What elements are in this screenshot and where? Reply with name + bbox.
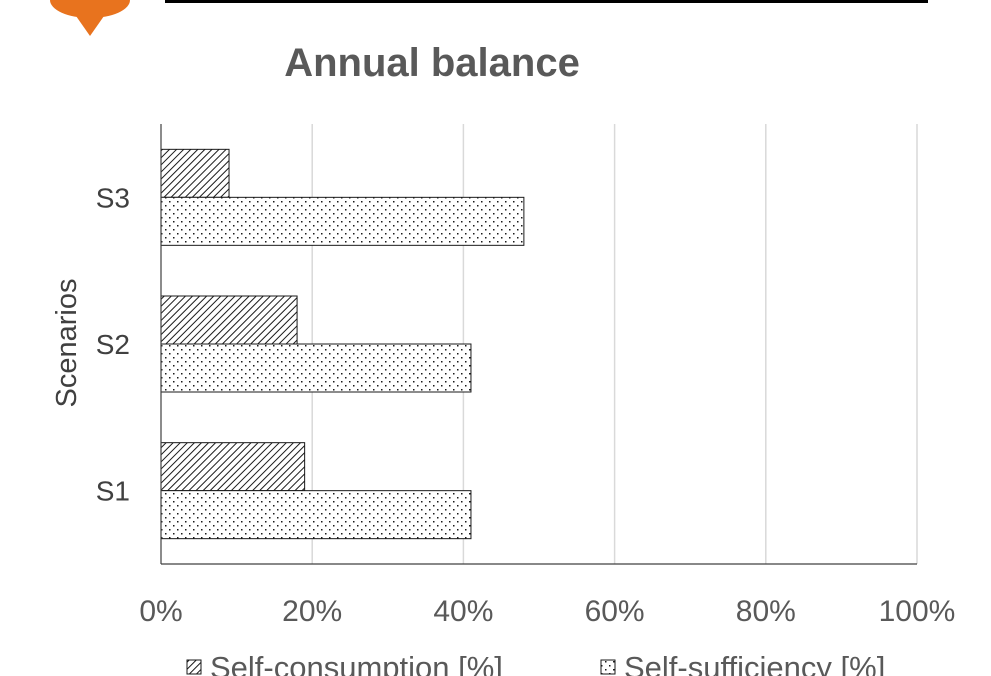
logo-sun-half [50,0,130,18]
category-label: S2 [96,329,130,360]
legend-label-self-sufficiency: Self-sufficiency [%] [624,650,885,676]
x-tick-label: 40% [433,595,493,628]
bar-s2-self-sufficiency [160,343,472,393]
axes [160,124,917,565]
y-axis-title: Scenarios [51,279,83,408]
legend-swatch-self-sufficiency [600,659,616,675]
bar-s3-self-consumption [160,148,230,198]
x-tick-label: 80% [736,595,796,628]
bars [160,148,525,540]
x-tick-label: 0% [139,595,182,628]
chart-title: Annual balance [284,41,580,85]
sun-logo-icon [50,0,130,36]
legend-label-self-consumption: Self-consumption [%] [210,650,503,676]
bar-s2-self-consumption [160,295,298,345]
logo-ray [76,16,104,36]
bar-s1-self-sufficiency [160,490,472,540]
x-tick-label: 20% [282,595,342,628]
x-tick-label: 60% [585,595,645,628]
bar-s1-self-consumption [160,442,306,492]
bar-s3-self-sufficiency [160,196,525,246]
x-tick-label: 100% [879,595,956,628]
category-label: S1 [96,476,130,507]
category-label: S3 [96,182,130,213]
category-labels: S1 S2 S3 [96,182,130,506]
x-tick-labels: 0% 20% 40% 60% 80% 100% [139,595,955,628]
legend: Self-consumption [%] Self-sufficiency [%… [186,650,885,676]
legend-swatch-self-consumption [186,659,202,675]
